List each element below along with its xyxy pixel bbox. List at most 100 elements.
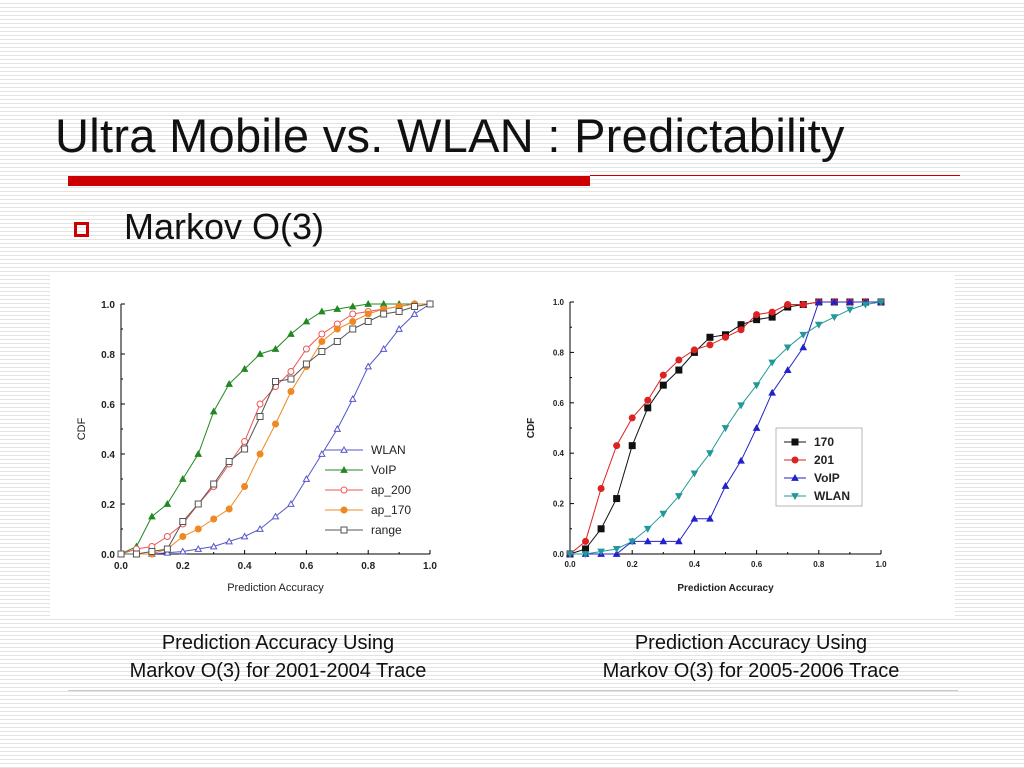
title-underline-thin xyxy=(590,175,960,176)
data-point xyxy=(148,512,156,520)
data-point xyxy=(395,308,403,315)
data-point xyxy=(225,505,233,513)
data-point xyxy=(194,544,203,552)
y-tick-label: 0.8 xyxy=(553,348,565,357)
y-tick-label: 0.4 xyxy=(553,449,565,458)
data-point xyxy=(117,550,125,558)
data-point xyxy=(628,442,636,450)
data-point xyxy=(644,404,652,412)
data-point xyxy=(722,333,729,341)
legend-label: VoIP xyxy=(371,463,396,477)
data-point xyxy=(628,538,637,546)
data-point xyxy=(287,499,295,507)
x-tick-label: 0.8 xyxy=(361,561,375,572)
data-point xyxy=(659,510,668,518)
legend-marker xyxy=(791,456,799,464)
data-point xyxy=(799,343,808,351)
data-point xyxy=(333,424,342,432)
caption-right: Prediction Accuracy Using Markov O(3) fo… xyxy=(531,629,971,685)
legend-label: WLAN xyxy=(371,443,406,457)
legend-marker xyxy=(791,438,799,446)
y-tick-label: 1.0 xyxy=(553,298,565,307)
data-point xyxy=(613,442,621,450)
data-point xyxy=(643,537,652,545)
data-point xyxy=(706,514,714,522)
data-point xyxy=(287,329,295,337)
data-point xyxy=(349,310,357,318)
legend-label: VoIP xyxy=(814,471,840,485)
data-point xyxy=(225,379,233,387)
data-point xyxy=(675,537,683,545)
data-point xyxy=(225,458,233,465)
data-point xyxy=(582,537,590,545)
data-point xyxy=(411,303,419,310)
legend-marker xyxy=(791,473,799,481)
data-point xyxy=(349,325,357,333)
data-point xyxy=(318,449,326,457)
data-point xyxy=(256,450,264,458)
data-point xyxy=(410,309,419,317)
legend: 170 201 VoIP WLAN xyxy=(775,427,863,507)
data-point xyxy=(132,550,140,558)
data-point xyxy=(612,549,621,557)
y-tick-label: 0.2 xyxy=(101,500,115,511)
data-point xyxy=(163,533,171,540)
data-point xyxy=(395,324,403,332)
data-point xyxy=(830,314,839,322)
data-point xyxy=(256,349,264,357)
data-point xyxy=(318,330,326,338)
y-tick-label: 1.0 xyxy=(101,300,115,311)
data-point xyxy=(799,301,807,309)
legend-box xyxy=(775,427,863,507)
data-point xyxy=(737,326,745,334)
charts-figure: 0.0 0.2 0.4 0.6 0.8 1.0 0.0 0.2 0.4 0.6 0.8 1.0 Pred… xyxy=(76,297,887,594)
data-point xyxy=(287,368,295,375)
x-tick-label: 0.0 xyxy=(564,560,576,569)
data-point xyxy=(846,306,854,314)
data-point xyxy=(830,297,839,305)
data-point xyxy=(380,310,388,318)
y-axis-label: CDF xyxy=(76,417,88,440)
data-point xyxy=(256,524,264,532)
data-point xyxy=(241,445,249,453)
legend-marker xyxy=(340,465,348,473)
data-point xyxy=(179,518,187,525)
x-tick-label: 0.8 xyxy=(813,560,825,569)
data-point xyxy=(302,317,311,325)
data-point xyxy=(783,344,792,352)
data-point xyxy=(721,425,730,433)
caption-right-line1: Prediction Accuracy Using xyxy=(634,632,868,654)
data-point xyxy=(210,480,218,488)
data-point xyxy=(271,344,280,352)
data-point xyxy=(783,366,792,373)
data-point xyxy=(379,344,388,352)
data-point xyxy=(333,325,341,333)
y-tick-label: 0.0 xyxy=(101,550,115,561)
data-point xyxy=(877,299,885,307)
y-tick-label: 0.6 xyxy=(101,400,115,411)
data-point xyxy=(272,420,279,428)
y-tick-label: 0.0 xyxy=(553,550,565,559)
data-point xyxy=(364,318,372,325)
caption-right-line2: Markov O(3) for 2005-2006 Trace xyxy=(602,660,900,682)
legend-marker xyxy=(340,445,348,453)
chart-2: 0.0 0.2 0.4 0.6 0.8 1.0 0.0 0.2 0.4 0.6 0.8 1.0 Pred… xyxy=(526,297,887,594)
legend-label: 170 xyxy=(814,435,834,449)
x-tick-label: 0.2 xyxy=(176,561,190,572)
data-point xyxy=(814,321,823,329)
x-tick-label: 0.4 xyxy=(238,561,252,572)
data-point xyxy=(768,359,776,367)
data-point xyxy=(271,512,280,520)
data-point xyxy=(194,500,202,508)
data-point xyxy=(675,366,683,374)
data-point xyxy=(364,310,372,318)
data-point xyxy=(752,423,761,431)
data-point xyxy=(209,542,218,550)
data-point xyxy=(690,470,699,478)
data-point xyxy=(753,311,761,319)
x-tick-label: 1.0 xyxy=(423,561,437,572)
data-point xyxy=(612,546,621,553)
series-VoIP xyxy=(566,297,885,557)
series-range xyxy=(117,300,434,558)
